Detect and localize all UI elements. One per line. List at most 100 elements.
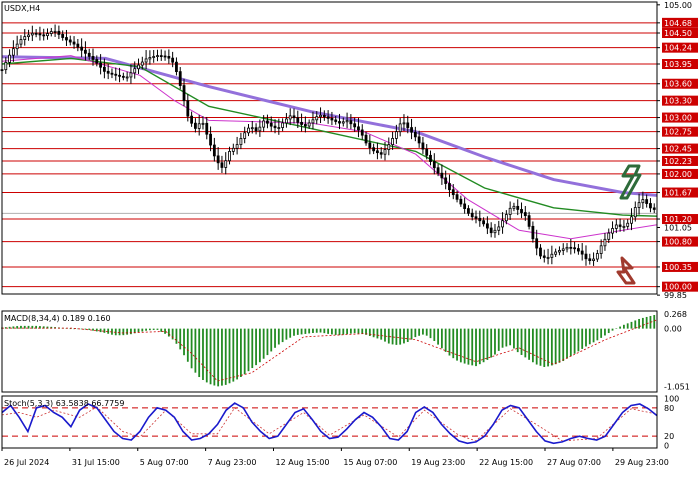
candle-body (614, 224, 618, 229)
candle-body (72, 41, 76, 45)
candle-body (326, 116, 330, 119)
candle-body (212, 144, 216, 157)
candle-body (163, 55, 167, 58)
candle-body (357, 126, 360, 131)
macd-bar (190, 328, 193, 369)
stoch-main-line (1, 402, 658, 445)
macd-bar (365, 328, 367, 335)
macd-bar (46, 326, 49, 329)
macd-bar (611, 328, 614, 331)
time-tick-label: 5 Aug 07:00 (140, 458, 189, 467)
candle-body (516, 205, 520, 210)
price-levels (2, 22, 657, 288)
candle-body (410, 127, 413, 133)
candle-body (455, 194, 459, 200)
candle-body (573, 247, 577, 250)
macd-bar (289, 328, 292, 338)
macd-bar (12, 326, 15, 329)
candle-body (27, 34, 30, 38)
candle-body (539, 247, 542, 257)
candle-body (266, 120, 269, 124)
macd-bar (524, 328, 527, 358)
macd-bar (482, 328, 485, 363)
macd-bar (152, 328, 155, 330)
candle-body (360, 129, 364, 136)
macd-bar (501, 328, 504, 348)
macd-bar (346, 328, 348, 335)
candle-body (247, 127, 250, 134)
macd-bar (338, 328, 341, 336)
stoch-tick-label: 0 (664, 442, 669, 451)
macd-bar (42, 326, 45, 329)
macd-bar (380, 328, 383, 340)
candle-body (182, 85, 186, 102)
candle-body (84, 49, 87, 54)
time-tick-label: 31 Jul 15:00 (72, 458, 120, 467)
macd-bar (554, 328, 557, 365)
candle-body (561, 248, 565, 251)
candle-body (398, 123, 402, 133)
price-level-label: 104.68 (664, 19, 692, 28)
candle-body (334, 119, 338, 122)
price-level-label-box (662, 42, 698, 53)
candle-body (512, 205, 516, 209)
macd-bar (232, 328, 235, 382)
candle-body (558, 250, 561, 253)
macd-bar (588, 328, 591, 345)
candle-body (504, 214, 508, 222)
macd-bar (634, 320, 637, 329)
candle-body (542, 255, 546, 258)
candle-body (550, 253, 554, 258)
macd-bar (478, 328, 481, 365)
time-tick-label: 12 Aug 15:00 (276, 458, 330, 467)
macd-bar (440, 328, 443, 349)
candle-body (531, 225, 535, 240)
candle-body (205, 122, 209, 135)
macd-bar (429, 328, 432, 339)
macd-bar (315, 328, 318, 333)
macd-bar (596, 328, 599, 341)
price-level-label: 102.00 (664, 170, 692, 179)
macd-bar (205, 328, 208, 383)
candle-body (607, 232, 611, 240)
candle-body (330, 118, 334, 121)
candle-body (322, 114, 326, 118)
candle-body (15, 43, 19, 50)
time-axis: 26 Jul 2024 31 Jul 15:00 5 Aug 07:00 7 Aug … (1, 448, 669, 467)
price-level-label: 100.00 (664, 283, 692, 292)
candle-body (368, 142, 372, 149)
macd-bar (494, 328, 496, 355)
candle-body (626, 222, 630, 227)
candle-body (99, 62, 102, 68)
candle-body (228, 150, 231, 162)
stoch-plot-bg (2, 396, 657, 448)
macd-bar (459, 328, 462, 363)
candle-body (637, 202, 641, 208)
candle-body (125, 76, 129, 79)
candle-body (300, 121, 303, 125)
macd-bar (535, 328, 538, 365)
macd-bar (505, 328, 508, 347)
candle-body (159, 55, 163, 57)
candles (0, 24, 656, 266)
candle-body (311, 119, 315, 124)
candle-body (258, 126, 262, 132)
candle-body (652, 207, 656, 210)
candle-body (11, 48, 15, 56)
candle-body (243, 132, 247, 139)
candle-body (38, 33, 42, 36)
price-level-label: 103.95 (664, 60, 692, 69)
macd-bar (76, 328, 79, 330)
macd-bar (240, 328, 242, 378)
stoch-signal-line (1, 406, 658, 442)
macd-bar (513, 328, 515, 349)
candle-body (383, 149, 387, 155)
macd-tick-label: -1.051 (664, 383, 690, 392)
stoch-tick-label: 80 (664, 404, 674, 413)
candle-body (482, 220, 485, 225)
macd-bar (274, 328, 276, 348)
macd-bar (630, 321, 633, 329)
macd-tick-label: 0.00 (664, 325, 682, 334)
candle-body (307, 122, 311, 127)
